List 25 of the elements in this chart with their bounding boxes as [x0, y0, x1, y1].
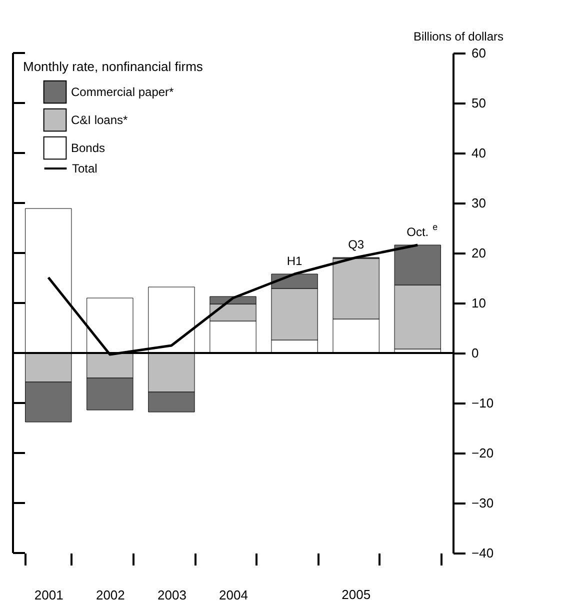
x-tick-label: Q3	[348, 238, 364, 252]
y-tick-label: −30	[472, 496, 494, 510]
y-tick-label: 60	[472, 46, 486, 60]
y-tick-label: 50	[472, 96, 486, 110]
legend-label: Commercial paper*	[71, 85, 174, 99]
y-tick-label: −40	[472, 546, 494, 560]
y-tick-label: −20	[472, 446, 494, 460]
x-tick-label: Oct.e	[406, 222, 438, 239]
y-tick-label: 0	[472, 346, 479, 360]
y-tick-label: 30	[472, 196, 486, 210]
x-tick-label: H1	[286, 254, 303, 268]
y-tick-label: −10	[472, 396, 494, 410]
y-tick-label: 20	[472, 246, 486, 260]
y-tick-label: 10	[472, 296, 486, 310]
x-tick-label: 2004	[219, 588, 248, 602]
legend-label: Total	[72, 162, 98, 176]
y-axis-title: Billions of dollars	[413, 30, 504, 44]
x-tick-label: 2003	[158, 588, 186, 602]
legend-title: Monthly rate, nonfinancial firms	[23, 59, 204, 74]
x-tick-label: 2002	[96, 588, 125, 602]
x-tick-label: 2001	[34, 588, 64, 602]
text: 2005	[342, 587, 371, 602]
legend-label: C&I loans*	[71, 113, 128, 127]
legend-label: Bonds	[71, 141, 106, 155]
y-tick-label: 40	[472, 146, 486, 160]
